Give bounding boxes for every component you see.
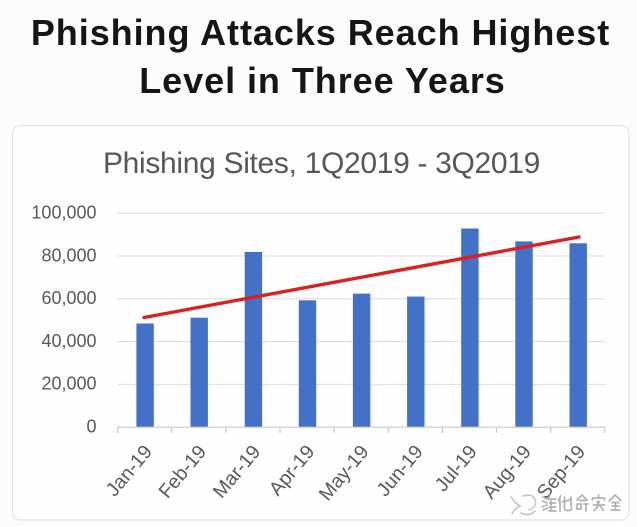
svg-text:100,000: 100,000 bbox=[31, 203, 96, 223]
svg-text:60,000: 60,000 bbox=[41, 288, 96, 308]
svg-text:0: 0 bbox=[86, 417, 96, 437]
svg-text:Phishing Sites, 1Q2019 - 3Q201: Phishing Sites, 1Q2019 - 3Q2019 bbox=[103, 147, 540, 180]
svg-text:20,000: 20,000 bbox=[41, 374, 96, 394]
svg-text:80,000: 80,000 bbox=[41, 245, 96, 265]
svg-text:40,000: 40,000 bbox=[41, 331, 96, 351]
svg-text:Level in Three Years: Level in Three Years bbox=[139, 60, 506, 101]
svg-text:Phishing Attacks Reach Highest: Phishing Attacks Reach Highest bbox=[31, 12, 610, 53]
